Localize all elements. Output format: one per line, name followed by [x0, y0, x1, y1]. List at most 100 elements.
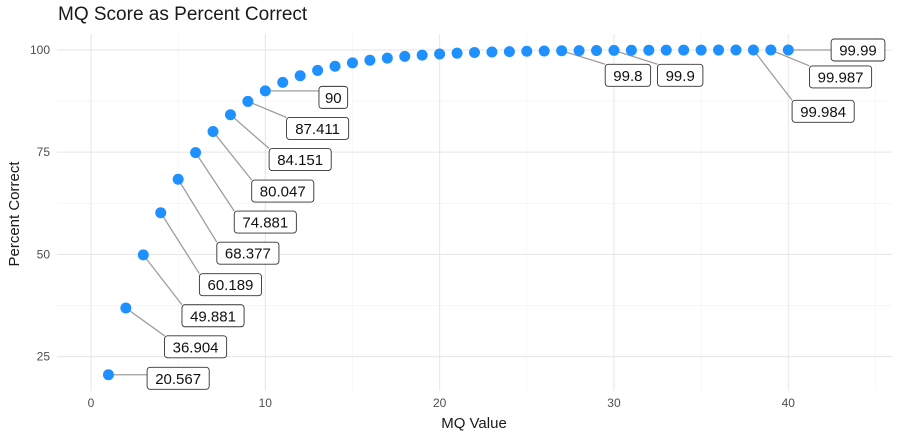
data-point — [120, 302, 132, 314]
data-point — [294, 70, 306, 82]
data-label: 74.881 — [242, 215, 288, 232]
data-point — [503, 46, 515, 58]
data-point — [608, 44, 620, 56]
data-label: 90 — [325, 90, 342, 107]
data-point — [172, 173, 184, 185]
data-point — [155, 207, 167, 219]
label-connector — [195, 152, 235, 212]
data-label-box — [657, 63, 704, 87]
x-tick-label: 20 — [433, 396, 447, 410]
data-label: 36.904 — [173, 339, 219, 356]
label-connector — [230, 114, 270, 150]
data-label: 99.9 — [666, 68, 695, 85]
y-tick-label: 50 — [37, 247, 51, 261]
data-point — [434, 48, 446, 60]
label-connector — [561, 50, 606, 65]
point-layer — [102, 44, 794, 381]
x-tick-label: 0 — [88, 396, 95, 410]
label-connector-layer — [108, 49, 832, 376]
data-point — [486, 46, 498, 58]
data-label: 60.189 — [208, 277, 254, 294]
data-point — [416, 49, 428, 61]
data-point — [521, 45, 533, 57]
data-point — [207, 126, 219, 138]
data-point — [765, 44, 777, 56]
data-point — [713, 44, 725, 56]
chart-title: MQ Score as Percent Correct — [58, 4, 308, 25]
data-point — [556, 45, 568, 57]
data-label: 68.377 — [225, 246, 271, 263]
label-connector — [752, 49, 793, 101]
data-label: 99.99 — [839, 42, 877, 59]
data-point — [591, 44, 603, 56]
data-label-box — [251, 179, 315, 203]
data-point — [242, 95, 254, 107]
data-label-box — [198, 273, 262, 297]
data-point — [643, 44, 655, 56]
data-point — [695, 44, 707, 56]
data-point — [259, 85, 271, 97]
label-connector — [160, 212, 200, 275]
label-connector — [247, 100, 287, 119]
data-point — [573, 45, 585, 57]
label-connector — [125, 307, 165, 337]
data-point — [277, 76, 289, 88]
x-tick-label: 10 — [259, 396, 273, 410]
data-label-box — [286, 117, 350, 140]
data-point — [224, 109, 236, 121]
label-connector — [142, 254, 183, 306]
data-label: 20.567 — [155, 371, 201, 388]
label-connector — [177, 178, 218, 243]
data-point — [747, 44, 759, 56]
data-label: 49.881 — [190, 308, 236, 325]
data-point — [782, 44, 794, 56]
data-label-box — [146, 366, 210, 390]
data-label-box — [268, 148, 332, 171]
data-label: 99.8 — [613, 68, 642, 85]
y-tick-label: 25 — [37, 350, 51, 364]
data-point — [137, 249, 149, 261]
data-point — [469, 47, 480, 59]
axis-layer: 0 10 20 30 40 25 50 75 100 — [30, 43, 795, 410]
x-axis-title: MQ Value — [441, 415, 507, 432]
data-label-box — [604, 63, 652, 87]
data-label-box — [233, 210, 297, 234]
data-label: 84.151 — [277, 152, 323, 169]
data-label: 80.047 — [260, 184, 306, 201]
data-point — [730, 44, 742, 56]
data-point — [329, 60, 341, 72]
data-point — [312, 64, 324, 76]
data-point — [399, 50, 411, 62]
data-point — [538, 45, 550, 57]
data-point — [451, 47, 463, 59]
label-connector — [770, 49, 810, 67]
data-point — [678, 44, 690, 56]
data-label: 87.411 — [295, 121, 340, 138]
data-point — [346, 57, 358, 69]
data-point — [364, 54, 376, 66]
data-point — [660, 44, 672, 56]
data-label-layer: 20.567 36.904 49.881 60.189 68.377 74.881 80.0… — [146, 38, 886, 390]
data-label: 99.987 — [818, 69, 864, 86]
data-label-box — [216, 241, 280, 265]
data-label: 99.984 — [800, 104, 846, 121]
data-label-box — [181, 304, 245, 328]
label-connector — [613, 49, 658, 65]
label-connector — [212, 131, 253, 181]
data-label-box — [809, 65, 873, 89]
data-label-box — [164, 335, 228, 359]
data-label-box — [318, 85, 349, 109]
data-point — [190, 147, 202, 159]
x-tick-label: 30 — [607, 396, 621, 410]
data-label-box — [791, 99, 855, 123]
y-axis-title: Percent Correct — [6, 161, 23, 267]
x-tick-label: 40 — [782, 396, 796, 410]
data-point — [381, 52, 393, 64]
data-point — [625, 44, 637, 56]
data-point — [102, 369, 114, 381]
data-label-box — [830, 38, 886, 62]
y-tick-label: 100 — [30, 43, 50, 57]
y-tick-label: 75 — [37, 145, 51, 159]
